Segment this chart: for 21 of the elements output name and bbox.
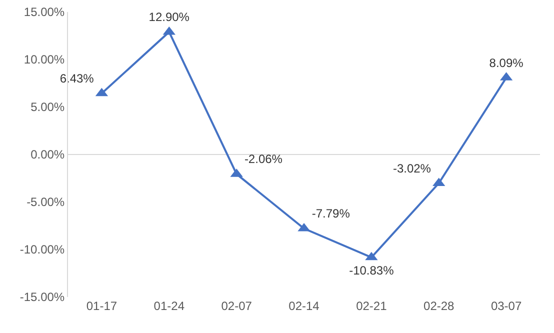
- data-label: -7.79%: [312, 206, 350, 221]
- x-tick-label: 01-17: [86, 299, 118, 313]
- x-tick-label: 02-21: [356, 299, 388, 313]
- x-tick-label: 03-07: [490, 299, 522, 313]
- x-tick-label: 02-14: [288, 299, 320, 313]
- x-tick-label: 01-24: [154, 299, 185, 313]
- data-label: -10.83%: [349, 263, 394, 278]
- y-tick-label: 5.00%: [30, 100, 65, 114]
- x-tick-label: 02-28: [424, 299, 455, 313]
- data-label: 6.43%: [60, 72, 94, 86]
- y-tick-label: 0.00%: [30, 148, 65, 162]
- y-tick-label: -10.00%: [20, 242, 65, 257]
- y-tick-label: 10.00%: [24, 52, 65, 67]
- y-tick-label: -15.00%: [20, 290, 65, 304]
- y-tick-label: -5.00%: [26, 195, 65, 210]
- data-label: 12.90%: [148, 10, 190, 24]
- y-tick-label: 15.00%: [24, 5, 65, 20]
- data-label: 8.09%: [489, 56, 524, 70]
- data-label: -2.06%: [244, 152, 283, 166]
- data-label: -3.02%: [392, 161, 432, 176]
- x-tick-label: 02-07: [221, 299, 252, 313]
